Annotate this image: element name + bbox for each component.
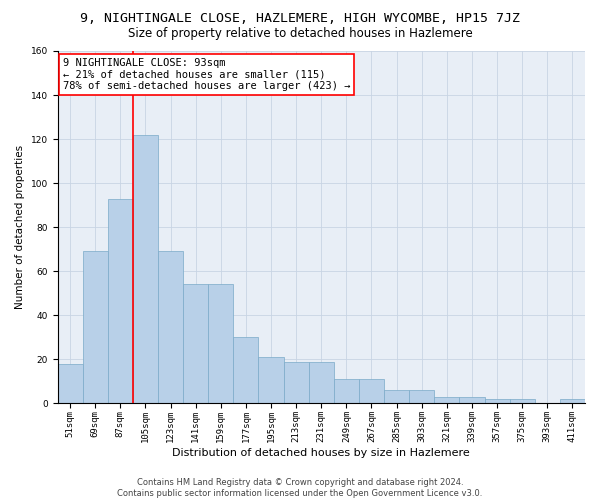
Y-axis label: Number of detached properties: Number of detached properties xyxy=(15,145,25,310)
Text: Size of property relative to detached houses in Hazlemere: Size of property relative to detached ho… xyxy=(128,28,472,40)
Bar xyxy=(359,379,384,404)
Bar xyxy=(208,284,233,404)
Bar xyxy=(183,284,208,404)
Bar xyxy=(485,399,509,404)
Text: Contains HM Land Registry data © Crown copyright and database right 2024.
Contai: Contains HM Land Registry data © Crown c… xyxy=(118,478,482,498)
Bar xyxy=(259,357,284,404)
Bar xyxy=(434,397,460,404)
Bar xyxy=(284,362,309,404)
Bar xyxy=(384,390,409,404)
Bar xyxy=(460,397,485,404)
Bar xyxy=(158,252,183,404)
Text: 9, NIGHTINGALE CLOSE, HAZLEMERE, HIGH WYCOMBE, HP15 7JZ: 9, NIGHTINGALE CLOSE, HAZLEMERE, HIGH WY… xyxy=(80,12,520,26)
Bar xyxy=(108,198,133,404)
Text: 9 NIGHTINGALE CLOSE: 93sqm
← 21% of detached houses are smaller (115)
78% of sem: 9 NIGHTINGALE CLOSE: 93sqm ← 21% of deta… xyxy=(63,58,350,91)
Bar xyxy=(309,362,334,404)
Bar xyxy=(560,399,585,404)
Bar xyxy=(334,379,359,404)
Bar xyxy=(58,364,83,404)
Bar xyxy=(509,399,535,404)
Bar xyxy=(409,390,434,404)
Bar xyxy=(83,252,108,404)
Bar xyxy=(233,338,259,404)
X-axis label: Distribution of detached houses by size in Hazlemere: Distribution of detached houses by size … xyxy=(172,448,470,458)
Bar xyxy=(133,134,158,404)
